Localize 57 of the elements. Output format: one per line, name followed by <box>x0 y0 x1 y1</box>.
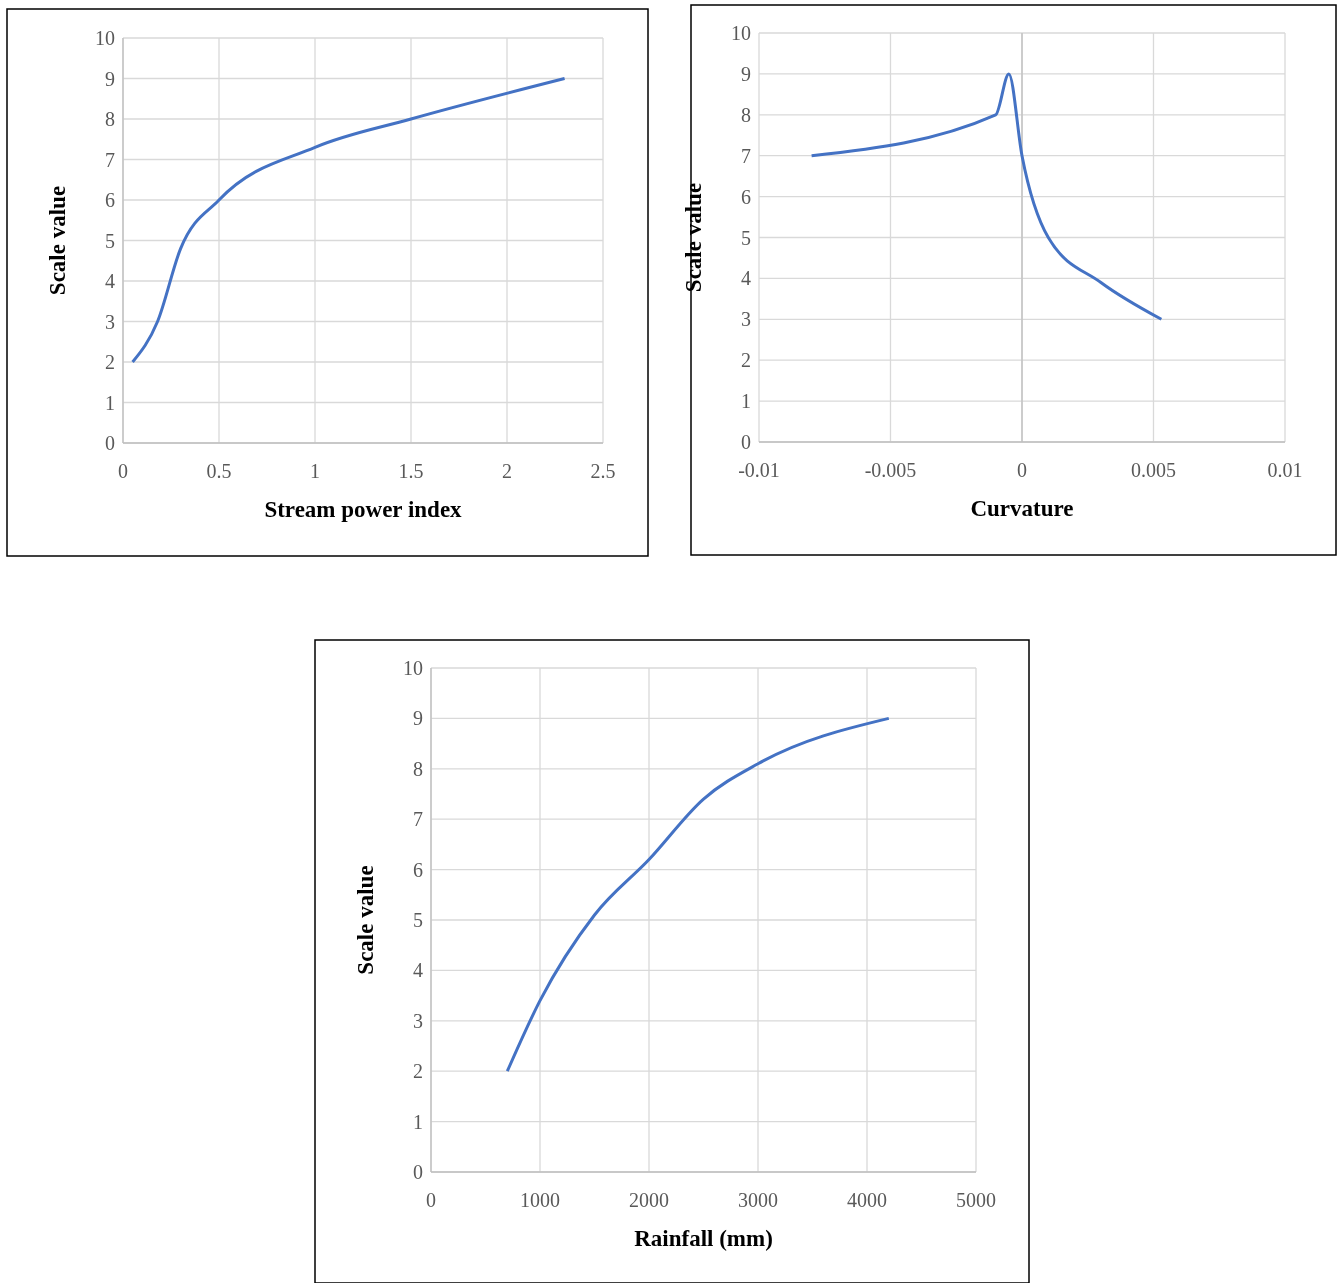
y-tick-label: 9 <box>741 62 751 85</box>
x-tick-label: 2.5 <box>590 460 616 482</box>
x-tick-label: 3000 <box>738 1189 778 1211</box>
y-tick-label: 8 <box>741 103 751 126</box>
x-axis-title: Curvature <box>970 496 1074 521</box>
y-tick-label: 0 <box>105 432 115 454</box>
y-tick-label: 5 <box>741 226 751 249</box>
y-tick-label: 1 <box>741 390 751 413</box>
x-tick-label: 2 <box>502 460 512 482</box>
y-tick-label: 10 <box>403 657 423 679</box>
y-tick-label: 6 <box>741 185 751 208</box>
x-tick-label: 0 <box>1017 459 1027 481</box>
x-tick-label: 0.5 <box>206 460 232 482</box>
y-axis-title: Scale value <box>45 185 70 296</box>
y-tick-label: 2 <box>105 351 115 373</box>
y-tick-label: 3 <box>413 1009 423 1032</box>
x-tick-label: 1.5 <box>398 460 424 482</box>
y-tick-label: 8 <box>105 108 115 130</box>
x-tick-label: 1000 <box>520 1189 560 1211</box>
y-tick-label: 2 <box>741 349 751 372</box>
y-tick-label: 4 <box>105 270 115 292</box>
x-tick-label: -0.005 <box>864 459 917 481</box>
x-tick-label: 0.005 <box>1131 459 1176 481</box>
y-tick-label: 10 <box>95 27 115 49</box>
y-tick-label: 0 <box>741 431 751 453</box>
x-tick-label: 1 <box>310 460 320 482</box>
x-tick-label: 2000 <box>629 1189 669 1211</box>
y-tick-label: 6 <box>413 858 423 881</box>
y-tick-label: 5 <box>105 229 115 252</box>
line-series <box>810 72 1163 321</box>
y-tick-label: 9 <box>105 67 115 90</box>
line-series <box>505 716 891 1073</box>
y-tick-label: 7 <box>741 144 751 167</box>
y-tick-label: 1 <box>413 1110 423 1133</box>
x-axis-title: Stream power index <box>264 497 463 522</box>
y-tick-label: 5 <box>413 909 423 931</box>
x-tick-label: 0.01 <box>1267 459 1303 481</box>
y-tick-label: 1 <box>105 391 115 414</box>
line-series <box>131 77 567 364</box>
y-axis-title: Scale value <box>681 182 706 293</box>
y-tick-label: 8 <box>413 757 423 780</box>
y-tick-label: 3 <box>105 310 115 333</box>
y-tick-label: 4 <box>413 959 423 982</box>
y-tick-label: 7 <box>413 808 423 831</box>
y-tick-label: 3 <box>741 308 751 331</box>
y-tick-label: 6 <box>105 189 115 211</box>
y-axis-title: Scale value <box>353 865 378 975</box>
y-tick-label: 10 <box>731 22 751 44</box>
x-tick-label: 5000 <box>956 1189 996 1211</box>
y-tick-label: 0 <box>413 1161 423 1183</box>
y-tick-label: 2 <box>413 1060 423 1083</box>
x-axis-title: Rainfall (mm) <box>634 1226 773 1251</box>
y-tick-label: 4 <box>741 267 751 290</box>
x-tick-label: -0.01 <box>738 459 780 481</box>
y-tick-label: 7 <box>105 148 115 171</box>
x-tick-label: 4000 <box>847 1189 887 1211</box>
y-tick-label: 9 <box>413 707 423 730</box>
